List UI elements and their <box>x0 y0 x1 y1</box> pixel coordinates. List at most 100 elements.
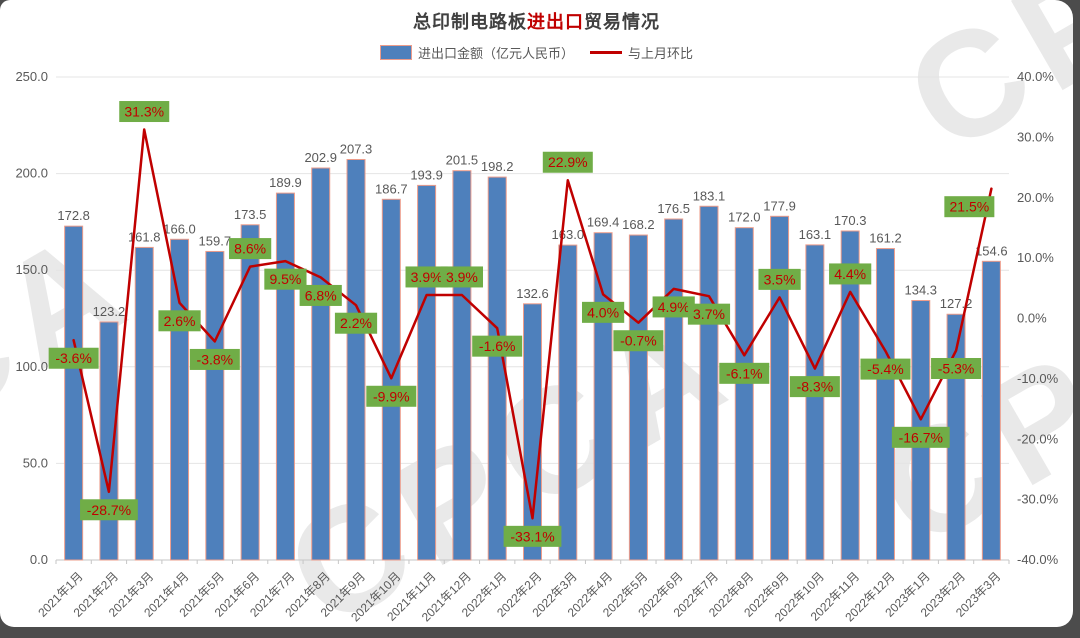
bar-value-label: 132.6 <box>516 286 549 301</box>
pct-label-box <box>652 296 695 318</box>
bar <box>134 246 154 561</box>
chart-legend: 进出口金额（亿元人民币） 与上月环比 <box>0 43 1073 62</box>
right-axis-tick-label: 10.0% <box>1017 250 1054 265</box>
pct-label-box <box>719 362 770 384</box>
pct-label-text: 22.9% <box>548 154 588 170</box>
bar-value-label: 207.3 <box>340 141 373 156</box>
pct-label-text: -6.1% <box>726 365 763 381</box>
left-axis-tick-label: 50.0 <box>23 455 48 470</box>
bar-value-label: 169.4 <box>587 215 620 230</box>
bar <box>311 167 331 561</box>
pct-label-text: 3.9% <box>446 269 478 285</box>
right-axis-tick-label: -30.0% <box>1017 492 1059 507</box>
pct-label-box <box>581 301 625 323</box>
bar <box>981 260 1001 561</box>
bar <box>99 321 119 561</box>
bar-value-label: 173.5 <box>234 207 267 222</box>
bar-value-label: 170.3 <box>834 213 867 228</box>
bar-value-label: 198.2 <box>481 159 514 174</box>
bar-value-label: 201.5 <box>446 153 479 168</box>
pct-label-box <box>48 347 99 369</box>
pct-label-box <box>472 335 523 357</box>
chart-title-prefix: 总印制电路板 <box>413 12 527 32</box>
left-axis-tick-label: 150.0 <box>15 262 48 277</box>
bar <box>64 225 84 561</box>
pct-label-box <box>299 284 342 306</box>
bar-value-label: 123.2 <box>93 304 126 319</box>
right-axis-tick-label: -40.0% <box>1017 552 1059 567</box>
left-axis-tick-label: 0.0 <box>30 552 48 567</box>
pct-label-box <box>789 376 840 398</box>
pct-label-text: -33.1% <box>510 528 554 544</box>
bar <box>593 232 613 561</box>
pct-label-text: -1.6% <box>479 338 516 354</box>
bar <box>170 238 190 561</box>
line-series-swatch-icon <box>590 51 622 54</box>
pct-label-text: -8.3% <box>797 379 834 395</box>
pct-label-text: -3.8% <box>197 351 234 367</box>
left-axis-tick-label: 250.0 <box>15 69 48 84</box>
pct-label-box <box>334 312 378 334</box>
right-axis-tick-label: 20.0% <box>1017 190 1054 205</box>
bar <box>275 192 295 561</box>
bar-value-label: 163.0 <box>552 227 585 242</box>
pct-label-text: 3.9% <box>411 269 443 285</box>
pct-label-box <box>405 266 448 288</box>
bar-value-label: 183.1 <box>693 188 726 203</box>
pct-label-box <box>613 330 664 352</box>
combo-chart-canvas: 0.0 50.0 100.0 150.0 200.0 250.0 -40.0% -30.0% -… <box>15 69 1059 624</box>
bar <box>875 248 895 561</box>
pct-label-box <box>944 196 995 218</box>
bar-value-label: 168.2 <box>622 217 655 232</box>
pct-label-text: 4.0% <box>587 304 619 320</box>
legend-line-label: 与上月环比 <box>628 46 694 61</box>
bar-value-label: 166.0 <box>163 221 196 236</box>
legend-item-mom: 与上月环比 <box>590 43 693 62</box>
chart-title-suffix: 贸易情况 <box>584 12 660 32</box>
pct-label-text: -5.3% <box>938 360 975 376</box>
pct-label-box <box>687 303 731 325</box>
pct-label-box <box>189 348 240 370</box>
pct-label-box <box>264 268 307 290</box>
bar <box>664 218 684 561</box>
pct-label-box <box>366 385 417 407</box>
pct-label-text: -16.7% <box>899 429 943 445</box>
bar-value-label: 189.9 <box>269 175 302 190</box>
bar <box>417 184 437 561</box>
pct-label-box <box>503 525 562 547</box>
pct-label-box <box>891 426 950 448</box>
bar-value-label: 193.9 <box>410 167 443 182</box>
bar <box>558 244 578 561</box>
left-axis-tick-label: 100.0 <box>15 359 48 374</box>
right-axis-tick-label: 40.0% <box>1017 69 1054 84</box>
bar <box>805 244 825 561</box>
bar <box>699 205 719 561</box>
pct-label-box <box>229 238 272 260</box>
pct-label-text: -5.4% <box>867 361 904 377</box>
bar <box>840 230 860 561</box>
legend-bar-label: 进出口金额（亿元人民币） <box>417 46 574 61</box>
pct-label-text: -3.6% <box>55 350 92 366</box>
pct-label-text: 4.9% <box>658 299 690 315</box>
bar-value-label: 159.7 <box>199 233 232 248</box>
chart-title: 总印制电路板进出口贸易情况 <box>0 8 1073 34</box>
pct-label-text: 21.5% <box>950 199 990 215</box>
chart-card: CPCA CPCA CPCA CPCA 总印制电路板进出口贸易情况 进出口金额（… <box>0 0 1073 627</box>
pct-label-box <box>158 310 201 332</box>
pct-label-box <box>931 357 982 379</box>
pct-label-text: -9.9% <box>373 388 410 404</box>
left-axis-tick-label: 200.0 <box>15 166 48 181</box>
bar <box>240 224 260 561</box>
bar-value-label: 161.8 <box>128 229 161 244</box>
bar <box>770 215 790 561</box>
pct-label-box <box>758 268 801 290</box>
pct-label-text: -28.7% <box>87 502 131 518</box>
right-axis-tick-label: -20.0% <box>1017 431 1059 446</box>
pct-label-text: -0.7% <box>620 333 657 349</box>
bar-value-label: 134.3 <box>904 283 937 298</box>
bar-value-label: 172.8 <box>57 208 90 223</box>
bar <box>452 170 472 561</box>
bar <box>523 303 542 561</box>
bar <box>346 158 366 561</box>
